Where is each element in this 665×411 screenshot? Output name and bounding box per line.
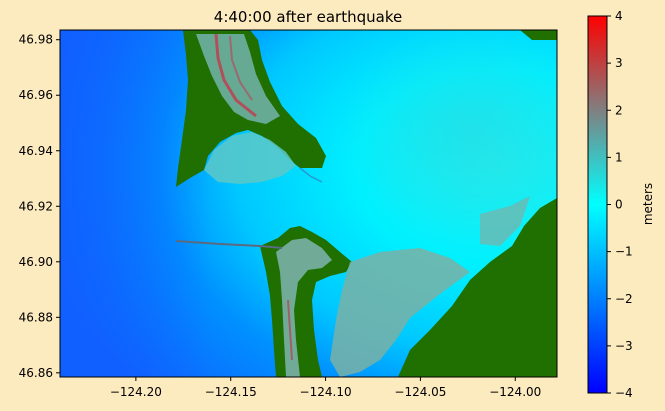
chart-title: 4:40:00 after earthquake — [214, 8, 402, 26]
y-tick-label: 46.96 — [19, 88, 53, 102]
y-tick-label: 46.86 — [19, 366, 53, 380]
colorbar-tick-label: −2 — [615, 292, 633, 306]
x-tick-label: −124.05 — [394, 385, 446, 399]
colorbar-tick-label: 4 — [615, 9, 623, 23]
x-tick-label: −124.15 — [205, 385, 257, 399]
x-axis: −124.20 −124.15 −124.10 −124.05 −124.00 — [110, 377, 541, 399]
y-tick-label: 46.98 — [19, 33, 53, 47]
x-tick-label: −124.20 — [110, 385, 162, 399]
channel-north-red-2 — [229, 35, 253, 101]
colorbar-tick-label: −1 — [615, 245, 633, 259]
y-tick-label: 46.94 — [19, 144, 53, 158]
inner-bay-glow — [340, 30, 557, 240]
y-tick-label: 46.88 — [19, 310, 53, 324]
ocean-west-deep — [60, 30, 210, 377]
land-east-upper — [520, 30, 557, 40]
colorbar-tick-label: 0 — [615, 198, 623, 212]
colorbar-gradient — [587, 15, 608, 394]
colorbar-tick-label: 2 — [615, 103, 623, 117]
y-tick-label: 46.90 — [19, 255, 53, 269]
colorbar-tick-label: 3 — [615, 56, 623, 70]
y-tick-label: 46.92 — [19, 199, 53, 213]
plot-frame — [59, 29, 558, 378]
colorbar-label: meters — [641, 183, 655, 225]
channel-north-red — [214, 33, 257, 118]
channel-south-red — [287, 299, 293, 361]
north-jetty-wake — [299, 167, 323, 183]
colorbar: 4 3 2 1 0 −1 −2 −3 −4 meters — [587, 9, 655, 400]
colorbar-tick-label: 1 — [615, 150, 623, 164]
shoal-east — [330, 248, 470, 377]
land-east-bay — [398, 198, 557, 377]
x-tick-label: −124.00 — [489, 385, 541, 399]
x-tick-label: −124.10 — [300, 385, 352, 399]
colorbar-tick-label: −3 — [615, 339, 633, 353]
y-axis: 46.86 46.88 46.90 46.92 46.94 46.96 46.98 — [19, 33, 60, 380]
colorbar-tick-label: −4 — [615, 386, 633, 400]
heatmap-field — [60, 30, 557, 377]
colorbar-ticks: 4 3 2 1 0 −1 −2 −3 −4 — [607, 9, 633, 400]
bay-shoal-north — [204, 132, 296, 184]
shoal-east-2 — [480, 196, 530, 246]
south-jetty — [175, 240, 283, 249]
